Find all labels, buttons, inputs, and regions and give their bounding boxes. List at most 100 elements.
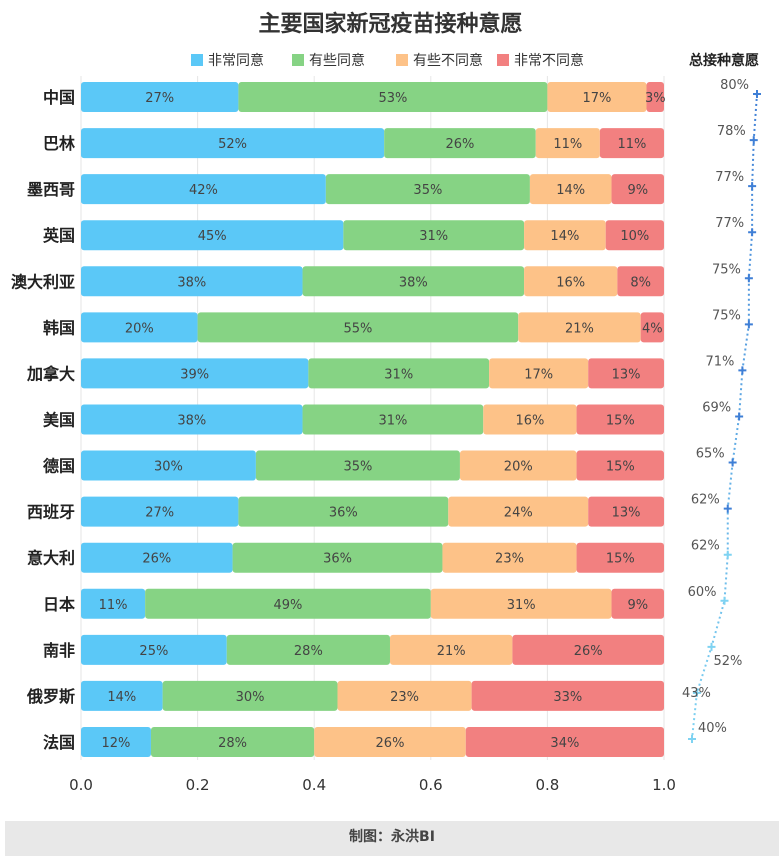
bar-row: 20% 55% 21% 4%	[81, 312, 664, 343]
legend: 非常同意 有些同意 有些不同意 非常不同意	[191, 52, 584, 69]
bar-segment	[308, 358, 490, 389]
bar-row: 39% 31% 17% 13%	[81, 358, 664, 389]
bar-segment	[81, 174, 326, 205]
bar-segment	[145, 588, 431, 619]
bar-row: 27% 36% 24% 13%	[81, 496, 664, 527]
bar-segment	[646, 82, 664, 112]
bar-segment	[81, 680, 163, 711]
bar-value-label: 14%	[550, 229, 579, 244]
chart-title: 主要国家新冠疫苗接种意愿	[258, 12, 523, 37]
bar-value-label: 12%	[102, 736, 131, 751]
bar-value-label: 9%	[627, 183, 648, 198]
bar-value-label: 31%	[419, 229, 448, 244]
bar-segment	[343, 220, 525, 251]
bar-segment	[81, 542, 233, 573]
bar-value-label: 23%	[495, 552, 524, 567]
bar-value-label: 38%	[177, 413, 206, 428]
total-value-label: 43%	[682, 686, 711, 701]
total-point	[707, 642, 716, 651]
bar-value-label: 4%	[642, 321, 663, 336]
bar-value-label: 15%	[606, 460, 635, 475]
category-label: 中国	[43, 88, 75, 107]
bar-segment	[471, 680, 664, 711]
bar-value-label: 14%	[107, 690, 136, 705]
total-line	[691, 93, 758, 740]
bar-value-label: 21%	[437, 644, 466, 659]
bar-segment	[232, 542, 443, 573]
legend-label: 非常同意	[208, 52, 264, 69]
bar-value-label: 3%	[645, 91, 666, 106]
bar-segment	[81, 266, 303, 297]
bar-row: 30% 35% 20% 15%	[81, 450, 664, 481]
bar-value-label: 26%	[574, 644, 603, 659]
bar-value-label: 35%	[413, 183, 442, 198]
total-point	[749, 136, 758, 145]
bar-value-label: 17%	[524, 367, 553, 382]
bar-row: 14% 30% 23% 33%	[81, 680, 664, 711]
total-point	[748, 182, 757, 191]
bar-row: 25% 28% 21% 26%	[81, 634, 664, 665]
bar-value-label: 52%	[218, 137, 247, 152]
x-axis: 0.0 0.2 0.4 0.6 0.8 1.0	[69, 776, 676, 794]
bar-value-label: 36%	[323, 552, 352, 567]
bar-segment	[640, 312, 664, 343]
bar-value-label: 31%	[378, 413, 407, 428]
category-label: 日本	[43, 595, 75, 614]
bar-segment	[430, 588, 612, 619]
bar-value-label: 39%	[180, 367, 209, 382]
total-point	[753, 90, 761, 98]
bar-segment	[302, 266, 525, 297]
total-value-label: 78%	[717, 124, 746, 139]
total-point	[735, 412, 744, 421]
bar-value-label: 24%	[504, 506, 533, 521]
bar-segment	[529, 174, 612, 205]
bar-segment	[81, 496, 239, 527]
category-label: 巴林	[43, 134, 75, 153]
bar-segment	[465, 726, 664, 757]
bar-segment	[448, 496, 589, 527]
total-value-label: 71%	[705, 354, 734, 369]
bar-segment	[389, 634, 513, 665]
bar-segment	[302, 404, 484, 435]
bar-row: 45% 31% 14% 10%	[81, 220, 664, 251]
bar-segment	[483, 404, 577, 435]
category-label: 墨西哥	[27, 180, 75, 199]
bar-row: 52% 26% 11% 11%	[81, 128, 664, 159]
bar-segment	[489, 358, 589, 389]
bar-segment	[611, 588, 664, 619]
legend-swatch	[497, 54, 509, 66]
total-value-label: 69%	[702, 400, 731, 415]
bar-value-label: 33%	[553, 690, 582, 705]
total-point	[723, 550, 732, 559]
bar-segment	[611, 174, 664, 205]
x-tick-label: 0.4	[302, 776, 326, 794]
x-tick-label: 0.2	[186, 776, 210, 794]
category-label: 西班牙	[27, 503, 75, 522]
x-tick-label: 1.0	[652, 776, 676, 794]
legend-label: 有些不同意	[413, 52, 483, 69]
bar-value-label: 10%	[620, 229, 649, 244]
bar-row: 11% 49% 31% 9%	[81, 588, 664, 619]
total-value-label: 77%	[715, 170, 744, 185]
bar-segment	[576, 404, 664, 435]
category-label: 法国	[43, 733, 75, 752]
bar-value-label: 20%	[504, 460, 533, 475]
bar-value-label: 11%	[553, 137, 582, 152]
bar-row: 38% 31% 16% 15%	[81, 404, 664, 435]
bar-segment	[255, 450, 460, 481]
bar-value-label: 30%	[236, 690, 265, 705]
bar-segment	[617, 266, 664, 297]
bar-value-label: 16%	[515, 413, 544, 428]
total-point	[688, 734, 696, 743]
bar-value-label: 38%	[399, 275, 428, 290]
bar-segment	[226, 634, 390, 665]
bar-value-label: 31%	[384, 367, 413, 382]
bar-segment	[576, 450, 664, 481]
bar-segment	[238, 496, 449, 527]
bar-value-label: 49%	[274, 598, 303, 613]
bar-value-label: 15%	[606, 552, 635, 567]
total-point	[692, 688, 701, 697]
bar-value-label: 16%	[556, 275, 585, 290]
bar-value-label: 45%	[198, 229, 227, 244]
